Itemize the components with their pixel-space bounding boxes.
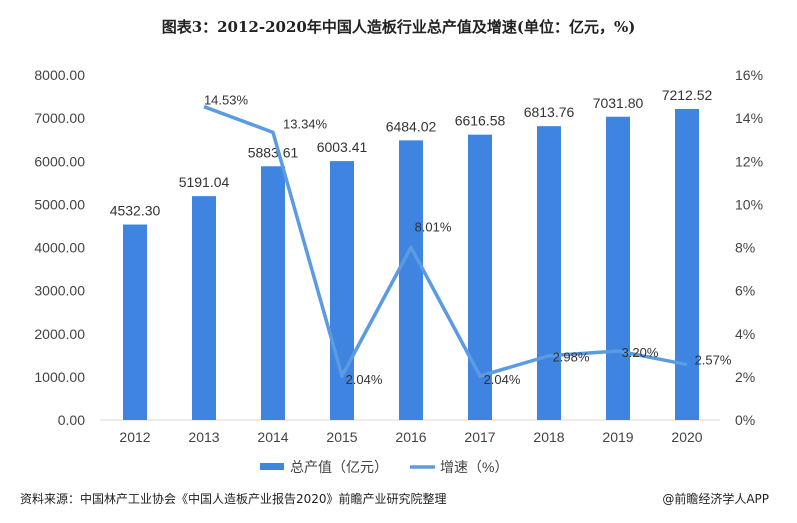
y-right-tick-label: 16% (735, 67, 763, 83)
line-data-label: 13.34% (283, 116, 328, 131)
source-note: 资料来源：中国林产工业协会《中国人造板产业报告2020》前瞻产业研究院整理 (20, 492, 447, 506)
bar-data-label: 6813.76 (524, 104, 575, 120)
bar (123, 224, 147, 420)
growth-line (203, 105, 688, 378)
bar-data-label: 6003.41 (317, 139, 368, 155)
y-right-tick-label: 8% (735, 240, 755, 256)
bar-data-label: 7031.80 (593, 95, 644, 111)
x-tick-label: 2017 (464, 429, 495, 445)
line-data-label: 2.98% (553, 350, 590, 365)
y-left-tick-label: 3000.00 (34, 283, 85, 299)
bar-data-label: 5191.04 (179, 174, 230, 190)
y-right-tick-label: 6% (735, 283, 755, 299)
x-tick-label: 2020 (671, 429, 702, 445)
bar (606, 116, 630, 420)
y-left-tick-label: 1000.00 (34, 369, 85, 385)
bar (399, 140, 423, 420)
y-right-tick-label: 14% (735, 110, 763, 126)
x-tick-label: 2012 (119, 429, 150, 445)
bar (537, 126, 561, 420)
line-data-label: 3.20% (622, 345, 659, 360)
x-tick-label: 2014 (257, 429, 288, 445)
legend-bar-label: 总产值（亿元） (290, 459, 388, 475)
x-tick-label: 2016 (395, 429, 426, 445)
y-right-tick-label: 12% (735, 153, 763, 169)
bar-data-label: 6616.58 (455, 113, 506, 129)
y-left-tick-label: 5000.00 (34, 196, 85, 212)
y-left-tick-label: 6000.00 (34, 153, 85, 169)
line-data-label: 14.53% (204, 93, 249, 108)
x-tick-label: 2015 (326, 429, 357, 445)
bar (192, 196, 216, 420)
legend-bar-swatch (260, 463, 284, 470)
bar (675, 108, 699, 420)
bar-data-label: 5883.61 (248, 144, 299, 160)
y-right-tick-label: 2% (735, 369, 755, 385)
line-data-label: 2.04% (484, 372, 521, 387)
legend-line-label: 增速（%） (440, 459, 508, 475)
x-tick-label: 2019 (602, 429, 633, 445)
bar-data-label: 7212.52 (662, 87, 713, 103)
bar-data-label: 4532.30 (110, 203, 161, 219)
y-left-tick-label: 4000.00 (34, 240, 85, 256)
y-left-tick-label: 8000.00 (34, 67, 85, 83)
x-tick-label: 2013 (188, 429, 219, 445)
brand-credit: @前瞻经济学人APP (662, 492, 769, 506)
bar (261, 166, 285, 420)
y-right-tick-label: 4% (735, 326, 755, 342)
y-right-tick-label: 0% (735, 412, 755, 428)
line-data-label: 8.01% (415, 219, 452, 234)
line-data-label: 2.57% (695, 353, 732, 368)
y-left-tick-label: 0.00 (58, 412, 85, 428)
y-right-tick-label: 10% (735, 196, 763, 212)
y-left-tick-label: 7000.00 (34, 110, 85, 126)
x-tick-label: 2018 (533, 429, 564, 445)
bar-data-label: 6484.02 (386, 118, 437, 134)
chart-title: 图表3：2012-2020年中国人造板行业总产值及增速(单位：亿元，%) (161, 18, 636, 36)
line-data-label: 2.04% (346, 372, 383, 387)
y-left-tick-label: 2000.00 (34, 326, 85, 342)
